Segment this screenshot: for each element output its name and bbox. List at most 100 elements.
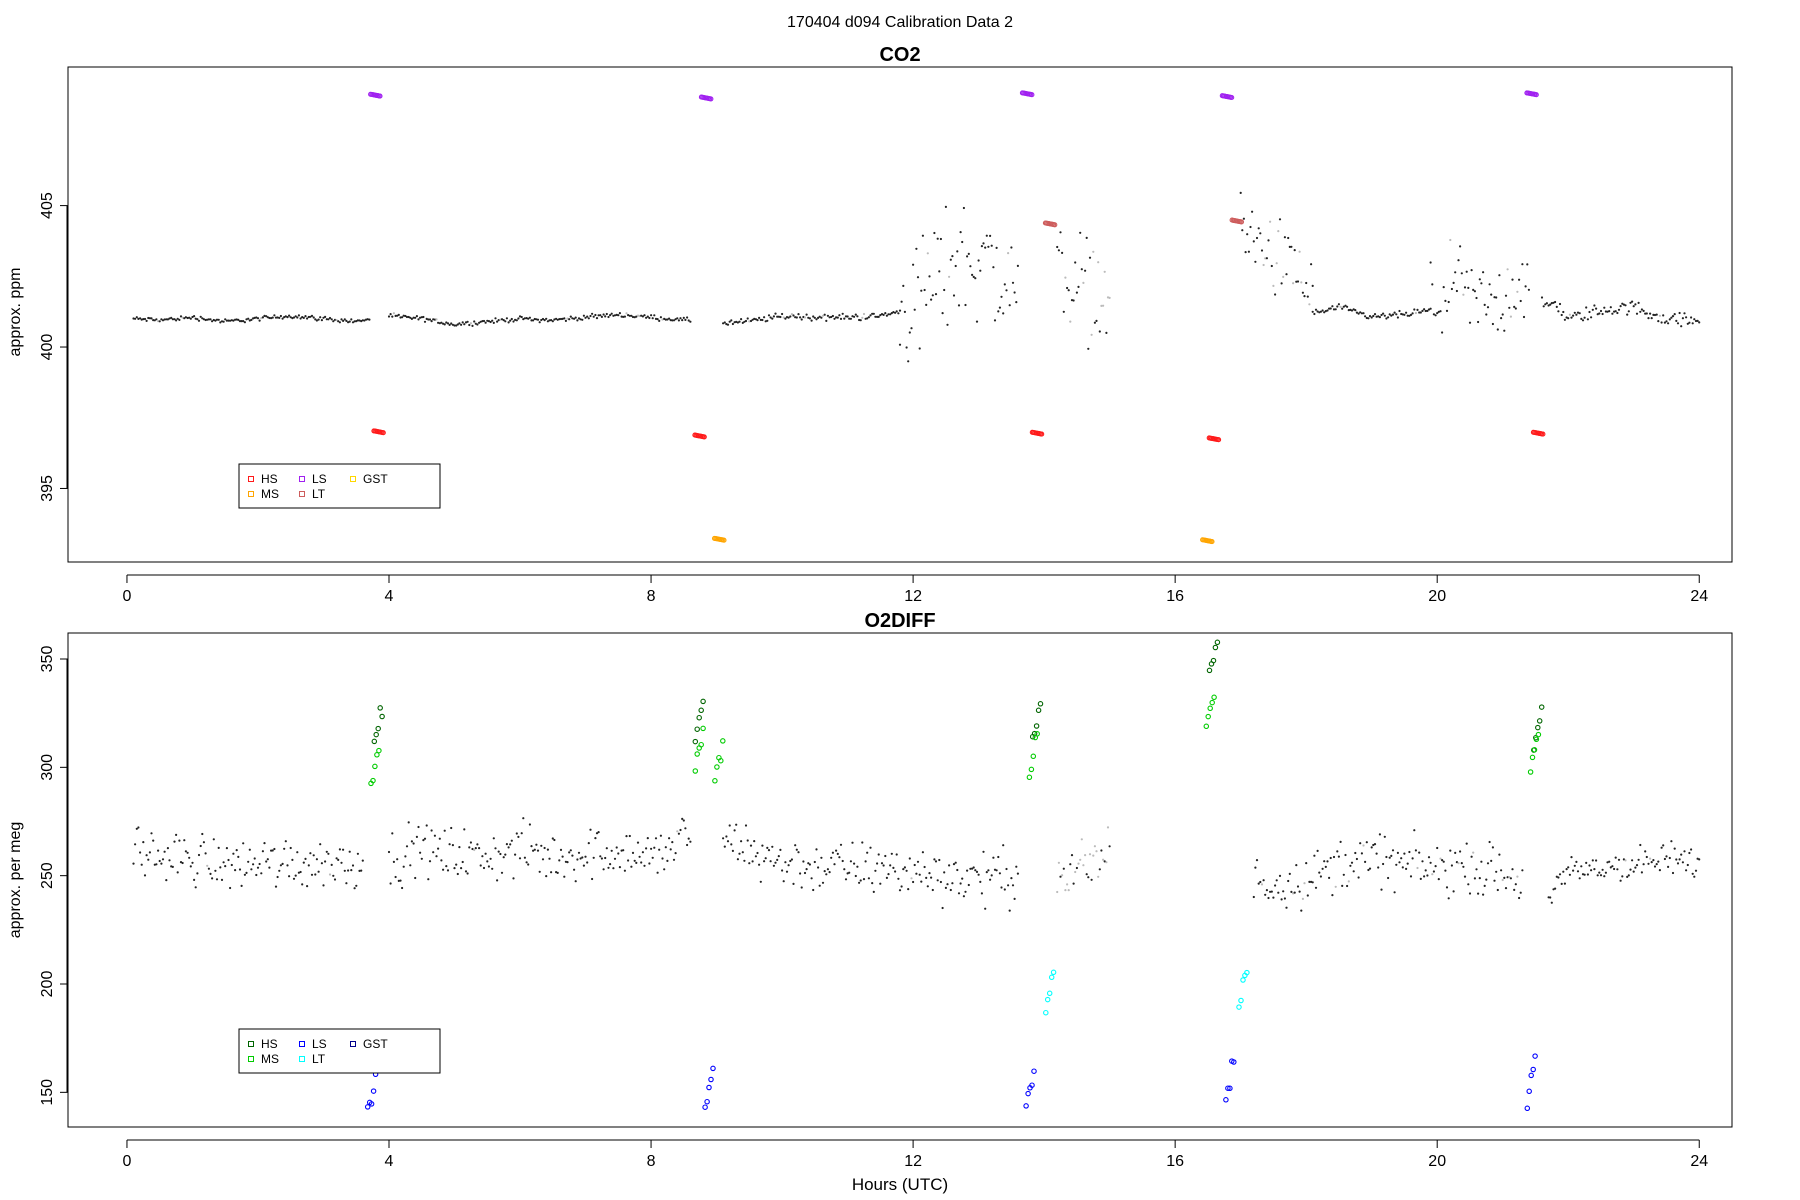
co2-ambient-point bbox=[273, 314, 276, 317]
o2diff-ambient-point bbox=[523, 856, 527, 859]
o2diff-ambient-point bbox=[1293, 891, 1296, 894]
co2-ambient-point bbox=[219, 321, 222, 324]
o2diff-ambient-point bbox=[1360, 852, 1363, 855]
co2-ambient-point bbox=[898, 309, 902, 312]
co2-ambient-point bbox=[1087, 347, 1090, 350]
o2diff-ms-calibration-point bbox=[1531, 747, 1538, 753]
co2-ambient-point bbox=[1002, 312, 1005, 315]
o2diff-ambient-point bbox=[1303, 882, 1306, 885]
co2-plot-frame bbox=[67, 66, 1733, 563]
co2-ambient-point bbox=[1406, 314, 1409, 317]
co2-ambient-point bbox=[1608, 310, 1611, 313]
co2-ambient-point bbox=[1262, 263, 1265, 267]
o2diff-ambient-point bbox=[1082, 864, 1085, 867]
co2-ambient-point bbox=[1424, 309, 1427, 313]
o2diff-ambient-point bbox=[1617, 858, 1621, 861]
co2-ambient-point bbox=[1005, 289, 1008, 292]
o2diff-ambient-point bbox=[1462, 865, 1465, 868]
co2-ambient-point bbox=[823, 313, 826, 316]
co2-ambient-point bbox=[928, 275, 931, 278]
co2-ambient-point bbox=[966, 255, 969, 258]
o2diff-ambient-point bbox=[476, 843, 479, 846]
co2-ambient-point bbox=[1640, 308, 1643, 311]
o2diff-ambient-point bbox=[622, 849, 625, 852]
o2diff-ambient-point bbox=[763, 860, 766, 863]
co2-ambient-point bbox=[1452, 281, 1455, 284]
co2-hs-calibration-point bbox=[1039, 431, 1045, 437]
o2diff-ambient-point bbox=[546, 848, 550, 851]
co2-ambient-point bbox=[1593, 304, 1596, 307]
co2-ambient-point bbox=[145, 319, 148, 322]
o2diff-ambient-point bbox=[749, 844, 753, 847]
o2diff-ambient-point bbox=[1631, 859, 1634, 862]
o2diff-ambient-point bbox=[266, 858, 269, 861]
o2diff-hs-calibration-point bbox=[694, 726, 700, 732]
o2diff-ambient-point bbox=[1667, 865, 1670, 869]
co2-ambient-point bbox=[1647, 317, 1650, 320]
co2-ambient-point bbox=[591, 312, 594, 315]
o2diff-ambient-point bbox=[799, 872, 802, 875]
co2-ambient-point bbox=[255, 316, 258, 319]
o2diff-ambient-point bbox=[1298, 890, 1301, 893]
o2diff-ambient-point bbox=[597, 831, 600, 834]
co2-ambient-point bbox=[1676, 322, 1680, 325]
co2-ambient-point bbox=[1387, 316, 1390, 319]
co2-ambient-point bbox=[351, 321, 355, 324]
co2-ambient-point bbox=[1282, 275, 1285, 278]
co2-ambient-point bbox=[1092, 250, 1095, 253]
co2-ambient-point bbox=[586, 315, 589, 318]
o2diff-ambient-point bbox=[155, 863, 158, 866]
co2-ambient-point bbox=[892, 311, 895, 314]
co2-ambient-point bbox=[597, 314, 600, 317]
o2diff-ambient-point bbox=[604, 856, 607, 860]
o2diff-ambient-point bbox=[661, 857, 664, 860]
co2-ambient-point bbox=[1562, 310, 1565, 314]
o2diff-ambient-point bbox=[1441, 859, 1444, 862]
co2-ambient-point bbox=[1013, 291, 1016, 294]
co2-ambient-point bbox=[258, 319, 261, 322]
o2diff-ambient-point bbox=[265, 860, 268, 863]
o2diff-ambient-point bbox=[442, 868, 445, 871]
co2-ambient-point bbox=[797, 313, 800, 316]
o2diff-ambient-point bbox=[312, 854, 315, 857]
co2-ambient-point bbox=[605, 312, 608, 316]
co2-ambient-point bbox=[1603, 306, 1606, 309]
o2diff-ambient-point bbox=[1639, 843, 1642, 847]
co2-ambient-point bbox=[541, 317, 545, 321]
o2diff-ambient-point bbox=[573, 868, 576, 871]
o2diff-ambient-point bbox=[286, 864, 289, 867]
o2diff-ambient-point bbox=[633, 859, 636, 862]
co2-ambient-point bbox=[938, 270, 941, 273]
o2diff-ambient-point bbox=[407, 821, 410, 824]
o2diff-ambient-point bbox=[460, 867, 463, 870]
o2diff-ms-calibration-point bbox=[1527, 769, 1534, 775]
o2diff-ambient-point bbox=[1270, 890, 1273, 893]
o2diff-legend-marker bbox=[299, 1041, 305, 1047]
o2diff-ambient-point bbox=[1663, 857, 1666, 861]
o2diff-ambient-point bbox=[1277, 891, 1280, 894]
co2-ambient-point bbox=[1665, 320, 1668, 323]
o2diff-ambient-point bbox=[1393, 891, 1396, 894]
co2-ambient-point bbox=[962, 206, 966, 210]
co2-ambient-point bbox=[1503, 329, 1506, 332]
o2diff-ambient-point bbox=[1364, 860, 1367, 864]
o2diff-ambient-point bbox=[805, 868, 808, 871]
o2diff-ambient-point bbox=[774, 861, 777, 864]
o2diff-legend-box bbox=[238, 1028, 441, 1074]
o2diff-ambient-point bbox=[1416, 866, 1419, 870]
o2diff-hs-calibration-point bbox=[1538, 704, 1545, 710]
co2-ambient-point bbox=[957, 304, 961, 307]
o2diff-ambient-point bbox=[1406, 862, 1409, 865]
o2diff-ambient-point bbox=[587, 842, 590, 845]
o2diff-ambient-point bbox=[643, 864, 646, 867]
co2-legend-marker bbox=[248, 491, 254, 497]
co2-ambient-point bbox=[1519, 299, 1522, 303]
o2diff-ambient-point bbox=[1300, 909, 1303, 912]
o2diff-ambient-point bbox=[351, 864, 355, 867]
co2-ambient-point bbox=[1323, 311, 1326, 314]
o2diff-ambient-point bbox=[789, 859, 792, 863]
co2-ambient-point bbox=[242, 320, 245, 323]
o2diff-ambient-point bbox=[404, 855, 407, 858]
co2-ambient-point bbox=[1660, 321, 1663, 324]
co2-ambient-point bbox=[631, 315, 635, 319]
